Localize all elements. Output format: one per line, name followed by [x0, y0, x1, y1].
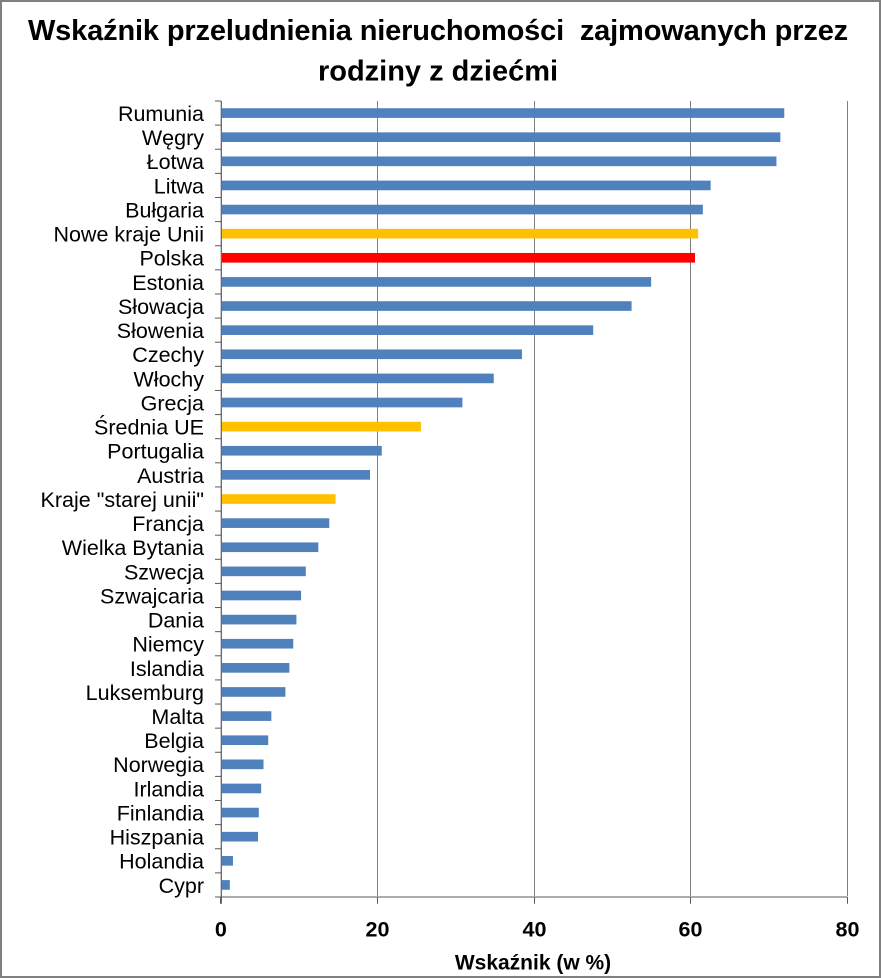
- svg-text:Polska: Polska: [139, 247, 204, 271]
- svg-text:Słowacja: Słowacja: [118, 295, 204, 319]
- svg-text:Czechy: Czechy: [132, 343, 204, 367]
- svg-text:Rumunia: Rumunia: [118, 102, 204, 126]
- svg-text:Wielka Bytania: Wielka Bytania: [62, 536, 204, 560]
- svg-text:Norwegia: Norwegia: [113, 753, 204, 777]
- svg-text:80: 80: [836, 917, 860, 941]
- svg-text:Portugalia: Portugalia: [107, 440, 204, 464]
- svg-text:Kraje "starej unii": Kraje "starej unii": [41, 488, 204, 512]
- svg-text:rodziny z dziećmi: rodziny z dziećmi: [318, 55, 558, 87]
- svg-text:Holandia: Holandia: [119, 850, 204, 874]
- svg-text:Cypr: Cypr: [159, 874, 204, 898]
- svg-text:0: 0: [215, 917, 227, 941]
- svg-text:Irlandia: Irlandia: [133, 777, 204, 801]
- svg-text:60: 60: [679, 917, 703, 941]
- svg-text:Bułgaria: Bułgaria: [125, 198, 204, 222]
- svg-text:Szwajcaria: Szwajcaria: [100, 584, 204, 608]
- svg-text:Łotwa: Łotwa: [147, 150, 204, 174]
- svg-text:Estonia: Estonia: [132, 271, 204, 295]
- svg-text:40: 40: [523, 917, 547, 941]
- svg-text:Średnia UE: Średnia UE: [94, 415, 204, 440]
- svg-text:Hiszpania: Hiszpania: [110, 826, 204, 850]
- svg-text:Wskaźnik przeludnienia nieruch: Wskaźnik przeludnienia nieruchomości zaj…: [28, 15, 848, 47]
- svg-text:20: 20: [366, 917, 390, 941]
- svg-text:Luksemburg: Luksemburg: [86, 681, 204, 705]
- svg-text:Dania: Dania: [148, 609, 204, 633]
- svg-text:Włochy: Włochy: [134, 367, 205, 391]
- svg-text:Malta: Malta: [151, 705, 204, 729]
- svg-text:Austria: Austria: [137, 464, 204, 488]
- svg-text:Wskaźnik (w %): Wskaźnik (w %): [455, 952, 611, 975]
- svg-text:Słowenia: Słowenia: [117, 319, 204, 343]
- svg-text:Szwecja: Szwecja: [124, 560, 204, 584]
- svg-text:Nowe kraje Unii: Nowe kraje Unii: [53, 223, 204, 247]
- svg-text:Niemcy: Niemcy: [132, 633, 204, 657]
- svg-text:Finlandia: Finlandia: [117, 801, 204, 825]
- svg-text:Belgia: Belgia: [144, 729, 204, 753]
- svg-text:Węgry: Węgry: [142, 126, 204, 150]
- svg-text:Litwa: Litwa: [154, 174, 204, 198]
- svg-text:Islandia: Islandia: [130, 657, 204, 681]
- svg-text:Grecja: Grecja: [141, 391, 204, 415]
- svg-text:Francja: Francja: [132, 512, 204, 536]
